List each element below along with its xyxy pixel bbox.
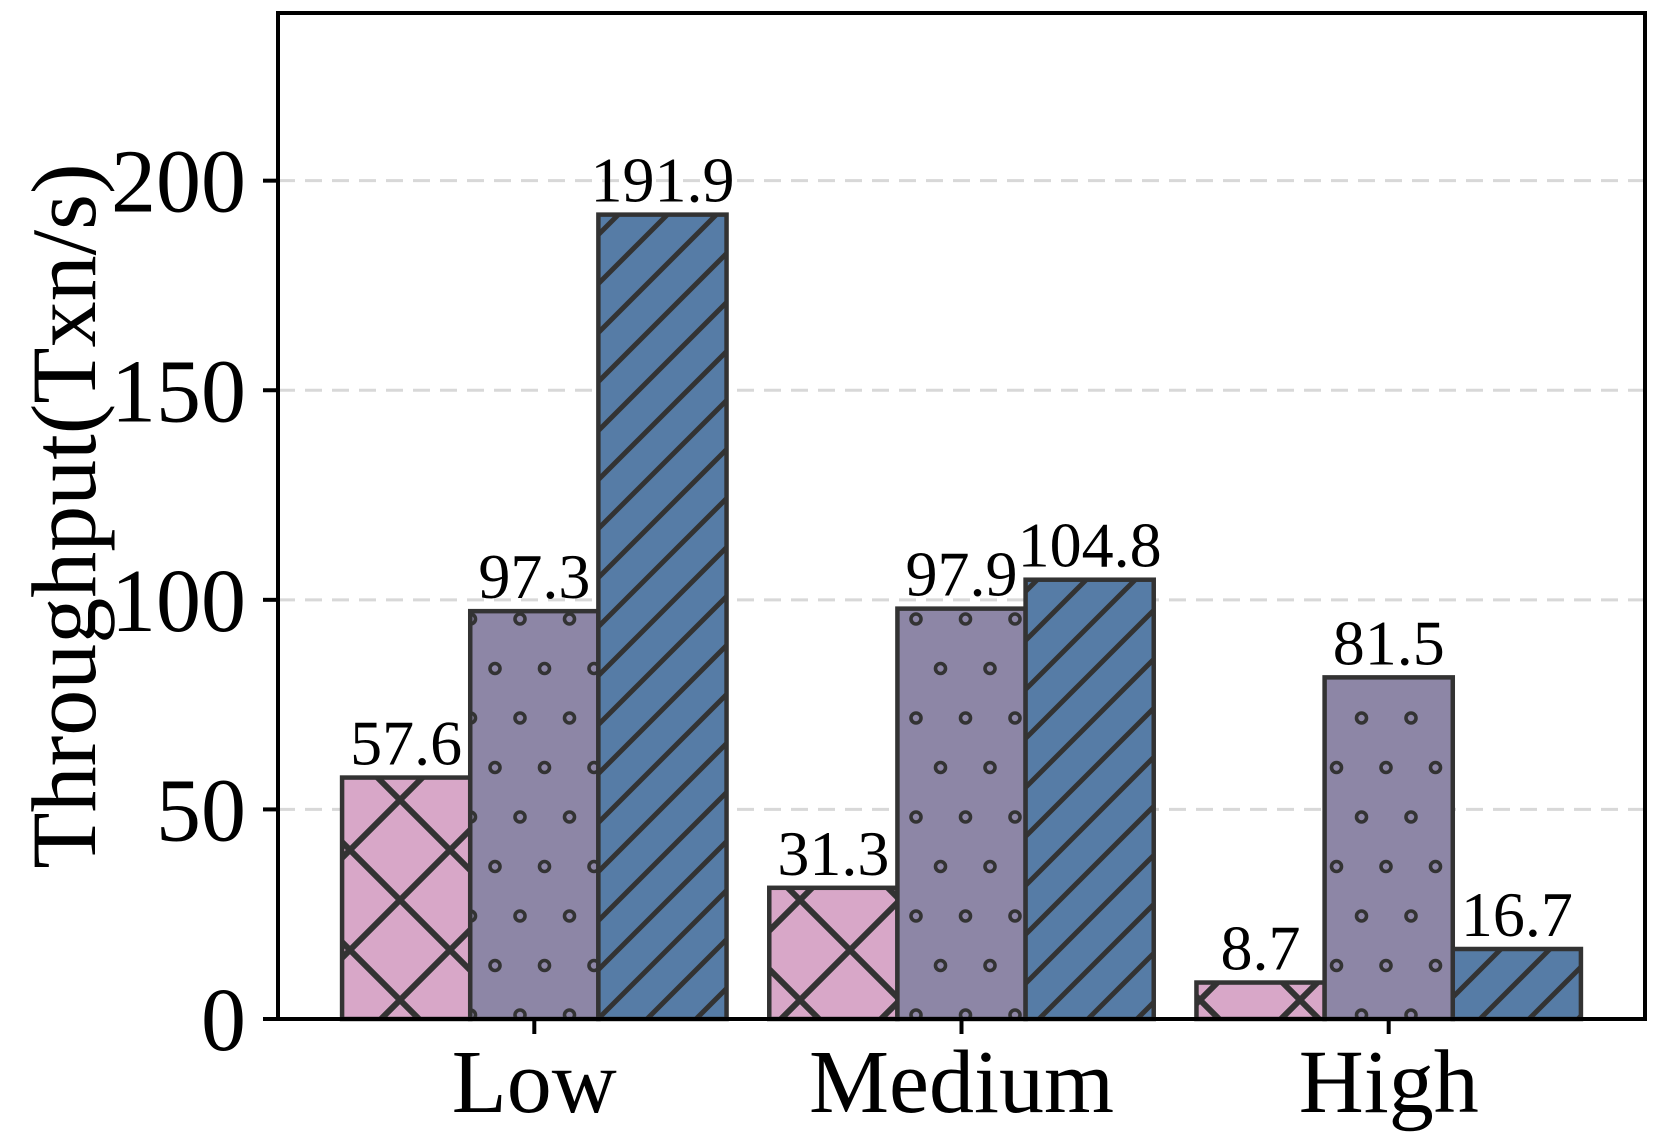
bar-medium-pink-crosshatch-bars — [767, 885, 900, 1022]
bar-value-label-low-pink-crosshatch-bars: 57.6 — [350, 708, 462, 779]
bar-high-purple-dots-bars — [1322, 675, 1456, 1022]
bar-low-purple-dots-bars — [467, 608, 601, 1022]
labels-group: Throughput(Txn/s) 0 50 100 150 200 Low M… — [13, 133, 1479, 1132]
y-tick-label-200: 200 — [111, 133, 246, 232]
bar-low-blue-diagonal-bars — [596, 212, 729, 1022]
bar-value-label-medium-pink-crosshatch-bars: 31.3 — [777, 818, 889, 889]
y-tick-label-0: 0 — [201, 971, 246, 1070]
bar-low-pink-crosshatch-bars — [339, 775, 473, 1022]
y-tick-label-150: 150 — [111, 342, 246, 441]
bar-value-label-high-pink-crosshatch-bars: 8.7 — [1221, 913, 1301, 984]
y-axis-label: Throughput(Txn/s) — [13, 163, 115, 868]
bar-high-blue-diagonal-bars — [1450, 946, 1584, 1022]
x-tick-label-high: High — [1299, 1033, 1479, 1132]
tickmarks-group — [263, 178, 1391, 1034]
y-tick-label-50: 50 — [156, 761, 246, 860]
bar-value-label-high-blue-diagonal-bars: 16.7 — [1461, 879, 1573, 950]
bar-value-label-medium-blue-diagonal-bars: 104.8 — [1018, 510, 1162, 581]
bar-medium-blue-diagonal-bars — [1023, 577, 1156, 1022]
bar-value-label-low-purple-dots-bars: 97.3 — [478, 541, 590, 612]
bar-high-pink-crosshatch-bars — [1194, 980, 1327, 1022]
bar-medium-purple-dots-bars — [895, 606, 1028, 1022]
bar-value-label-high-purple-dots-bars: 81.5 — [1333, 607, 1445, 678]
x-tick-label-medium: Medium — [809, 1033, 1114, 1132]
bars-group: 57.6 31.3 8.7 97.3 97.9 81.5 191.9 104.8 16.7 — [339, 145, 1584, 1022]
bar-value-label-medium-purple-dots-bars: 97.9 — [906, 539, 1018, 610]
y-tick-label-100: 100 — [111, 552, 246, 651]
x-tick-label-low: Low — [452, 1033, 617, 1132]
bar-value-label-low-blue-diagonal-bars: 191.9 — [590, 145, 734, 216]
